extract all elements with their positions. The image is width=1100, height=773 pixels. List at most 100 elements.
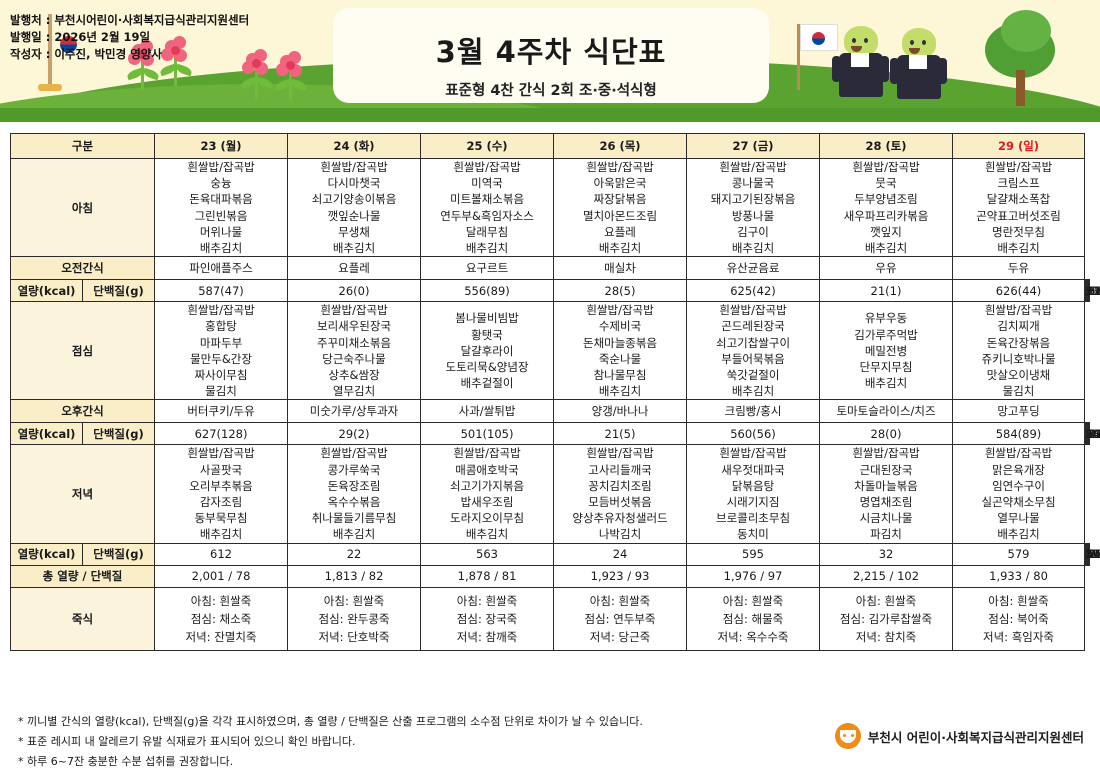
menu-item: 감자조림: [199, 495, 243, 510]
menu-item: 새우파프리카볶음: [843, 208, 929, 223]
footnote-3: * 하루 6~7잔 충분한 수분 섭취를 권장합니다.: [18, 755, 234, 768]
morning-snack-row: 오전간식 파인애플주스 요플레 요구르트 매실차 유산균음료 우유 두유: [9, 256, 1090, 281]
meal-cell-dinner-1: 흰쌀밥/잡곡밥 사골팟국 오리부추볶음 감자조림 동부묵무침 배추김치: [154, 444, 289, 544]
menu-item: 실곤약채소무침: [981, 495, 1056, 510]
logo-text: 부천시 어린이·사회복지급식관리지원센터: [867, 729, 1084, 745]
total-cell-6: 2,215 / 102: [819, 564, 954, 588]
menu-item: 뭇국: [875, 176, 897, 191]
row-label-afternoon_snack: 오후간식: [9, 399, 156, 424]
menu-item: 김가루주먹밥: [854, 327, 918, 342]
porridge-item: 점심: 김가루찹쌀죽: [839, 611, 933, 626]
total-row: 총 열량 / 단백질 2,001 / 78 1,813 / 82 1,878 / 81…: [9, 564, 1090, 588]
menu-item: 메밀전병: [864, 343, 908, 358]
publisher-line: 발행처 : 부천시어린이·사회복지급식관리지원센터: [10, 13, 250, 27]
snack-cell-morning_snack-5: 유산균음료: [686, 256, 821, 281]
snack-cell-morning_snack-7: 두유: [952, 256, 1086, 281]
meal-cell-lunch-5: 흰쌀밥/잡곡밥 곤드레된장국 쇠고기찹쌀구이 부들어묵볶음 쑥갓겉절이 배추김치: [686, 301, 821, 401]
dinner-kcal-row: 열량(kcal)단백질(g)61222563245953257927599346…: [10, 542, 1100, 566]
porridge-item: 점심: 북어죽: [988, 611, 1049, 626]
menu-item: 흰쌀밥/잡곡밥: [984, 160, 1053, 174]
menu-item: 물김치: [205, 384, 237, 399]
menu-item: 임연수구이: [992, 478, 1045, 493]
menu-sheet: 구분 23 (월) 24 (화) 25 (수) 26 (목) 27 (금) 28 (토) 29…: [9, 133, 1100, 651]
menu-item: 배추김치: [731, 241, 775, 256]
menu-item: 흰쌀밥/잡곡밥: [453, 446, 521, 461]
menu-item: 콩나물국: [731, 176, 775, 191]
dinner-row: 저녁 흰쌀밥/잡곡밥 사골팟국 오리부추볶음 감자조림 동부묵무침 배추김치 흰쌀밥/잡곡밥 콩…: [9, 444, 1090, 544]
porridge-item: 점심: 채소죽: [190, 611, 252, 626]
menu-item: 흰쌀밥/잡곡밥: [320, 303, 388, 318]
menu-item: 배추김치: [332, 241, 376, 256]
column-header-day-1: 23 (월): [154, 133, 289, 159]
row-label-morning_snack: 오전간식: [9, 256, 156, 281]
snack-cell-morning_snack-3: 요구르트: [420, 256, 555, 281]
menu-item: 매콤애호박국: [455, 462, 519, 477]
column-header-day-2: 24 (화): [287, 133, 422, 159]
menu-item: 짜사이무침: [194, 368, 248, 383]
dinner-kcal-4: 579: [952, 542, 1086, 566]
menu-item: 옥수수볶음: [327, 495, 381, 510]
lunch-row: 점심 흰쌀밥/잡곡밥 홍합탕 마파두부 물만두&간장 짜사이무침 물김치 흰쌀밥/잡곡밥 보리새…: [9, 301, 1090, 401]
snack-cell-afternoon_snack-6: 토마토슬라이스/치즈: [819, 399, 954, 424]
menu-item: 그린빈볶음: [194, 208, 248, 223]
menu-item: 물김치: [1002, 384, 1035, 399]
meal-cell-breakfast-4: 흰쌀밥/잡곡밥 아욱맑은국 짜장닭볶음 멸치아몬드조림 요플레 배추김치: [553, 157, 688, 258]
snack-cell-afternoon_snack-2: 미숫가루/상투과자: [287, 399, 422, 424]
menu-item: 동치미: [737, 527, 769, 542]
title-card: 3월 4주차 식단표 표준형 4찬 간식 2회 조·중·석식형: [333, 8, 769, 103]
menu-item: 참나물무침: [593, 368, 647, 383]
korean-flag-right-icon: [800, 24, 838, 51]
snack-cell-afternoon_snack-1: 버터쿠키/두유: [154, 399, 289, 424]
menu-item: 유부우동: [864, 311, 908, 326]
afternoon-protein-2: 21(5): [553, 422, 688, 446]
menu-item: 홍합탕: [205, 319, 237, 334]
porridge-item: 아침: 흰쌀죽: [855, 593, 917, 608]
menu-item: 달래무침: [465, 224, 509, 239]
center-logo: 부천시 어린이·사회복지급식관리지원센터: [834, 723, 1084, 749]
menu-table: 구분 23 (월) 24 (화) 25 (수) 26 (목) 27 (금) 28 (토) 29…: [9, 133, 1100, 651]
menu-item: 요플레: [604, 224, 636, 239]
column-header-day-3: 25 (수): [420, 133, 555, 159]
menu-item: 흰쌀밥/잡곡밥: [586, 160, 654, 174]
page-title: 3월 4주차 식단표: [435, 35, 667, 69]
afternoon-protein-3: 28(0): [819, 422, 954, 446]
meal-cell-breakfast-1: 흰쌀밥/잡곡밥 숭늉 돈육대파볶음 그린빈볶음 머위나물 배추김치: [154, 157, 289, 258]
menu-item: 흰쌀밥/잡곡밥: [852, 446, 920, 461]
menu-item: 흰쌀밥/잡곡밥: [187, 446, 255, 461]
morning-kcal-3: 625(42): [686, 279, 821, 303]
ground-strip: [0, 108, 1100, 122]
menu-item: 흰쌀밥/잡곡밥: [586, 446, 654, 461]
meal-cell-lunch-2: 흰쌀밥/잡곡밥 보리새우된장국 주꾸미채소볶음 당근숙주나물 상추&쌈장 열무김치: [287, 301, 422, 401]
afternoon-kcal-4: 584(89): [952, 422, 1086, 446]
snack-cell-afternoon_snack-5: 크림빵/홍시: [686, 399, 821, 424]
menu-item: 김치찌개: [997, 319, 1040, 334]
menu-item: 방풍나물: [731, 208, 775, 223]
menu-item: 배추김치: [199, 241, 243, 256]
morning-kcal-row: 열량(kcal) 단백질(g) 587(47) 26(0) 556(89) 28(5) 62…: [10, 279, 1100, 303]
morning-kcal-2: 556(89): [420, 279, 555, 303]
porridge-item: 점심: 연두부죽: [584, 611, 656, 626]
menu-item: 흰쌀밥/잡곡밥: [852, 160, 920, 174]
menu-item: 배추김치: [864, 376, 908, 391]
column-header-day-5: 27 (금): [686, 133, 821, 159]
meal-cell-breakfast-2: 흰쌀밥/잡곡밥 다시마챗국 쇠고기양송이볶음 깻잎순나물 무생채 배추김치: [287, 157, 422, 258]
page-banner: 발행처 : 부천시어린이·사회복지급식관리지원센터 발행일 : 2026년 2월…: [0, 0, 1100, 122]
menu-item: 맑은육개장: [992, 462, 1045, 477]
porridge-item: 아침: 흰쌀죽: [988, 593, 1049, 608]
menu-item: 배추김치: [465, 527, 509, 542]
menu-item: 죽순나물: [598, 351, 642, 366]
porridge-row: 죽식 아침: 흰쌀죽 점심: 채소죽 저녁: 잔멸치죽 아침: 흰쌀죽 점심: 완두콩죽 저…: [9, 586, 1090, 651]
menu-item: 차돌마늘볶음: [854, 478, 918, 493]
row-label-protein: 단백질(g): [81, 542, 156, 566]
row-label-protein: 단백질(g): [81, 422, 156, 446]
meal-cell-breakfast-6: 흰쌀밥/잡곡밥 뭇국 두부양념조림 새우파프리카볶음 깻잎지 배추김치: [819, 157, 954, 258]
meal-cell-dinner-2: 흰쌀밥/잡곡밥 콩가루쑥국 돈육장조림 옥수수볶음 취나물들기름무침 배추김치: [287, 444, 422, 544]
smiley-logo-icon: [834, 723, 861, 749]
menu-item: 돈육장조림: [327, 478, 381, 493]
meal-cell-breakfast-7: 흰쌀밥/잡곡밥 크림스프 달걀채소폭찹 곤약표고버섯조림 명란젓무침 배추김치: [952, 157, 1086, 258]
menu-item: 아욱맑은국: [593, 176, 647, 191]
column-header-category: 구분: [9, 133, 156, 159]
korean-flag-icon: [60, 36, 77, 53]
porridge-item: 저녁: 당근죽: [589, 629, 651, 644]
row-label-breakfast: 아침: [9, 157, 156, 258]
